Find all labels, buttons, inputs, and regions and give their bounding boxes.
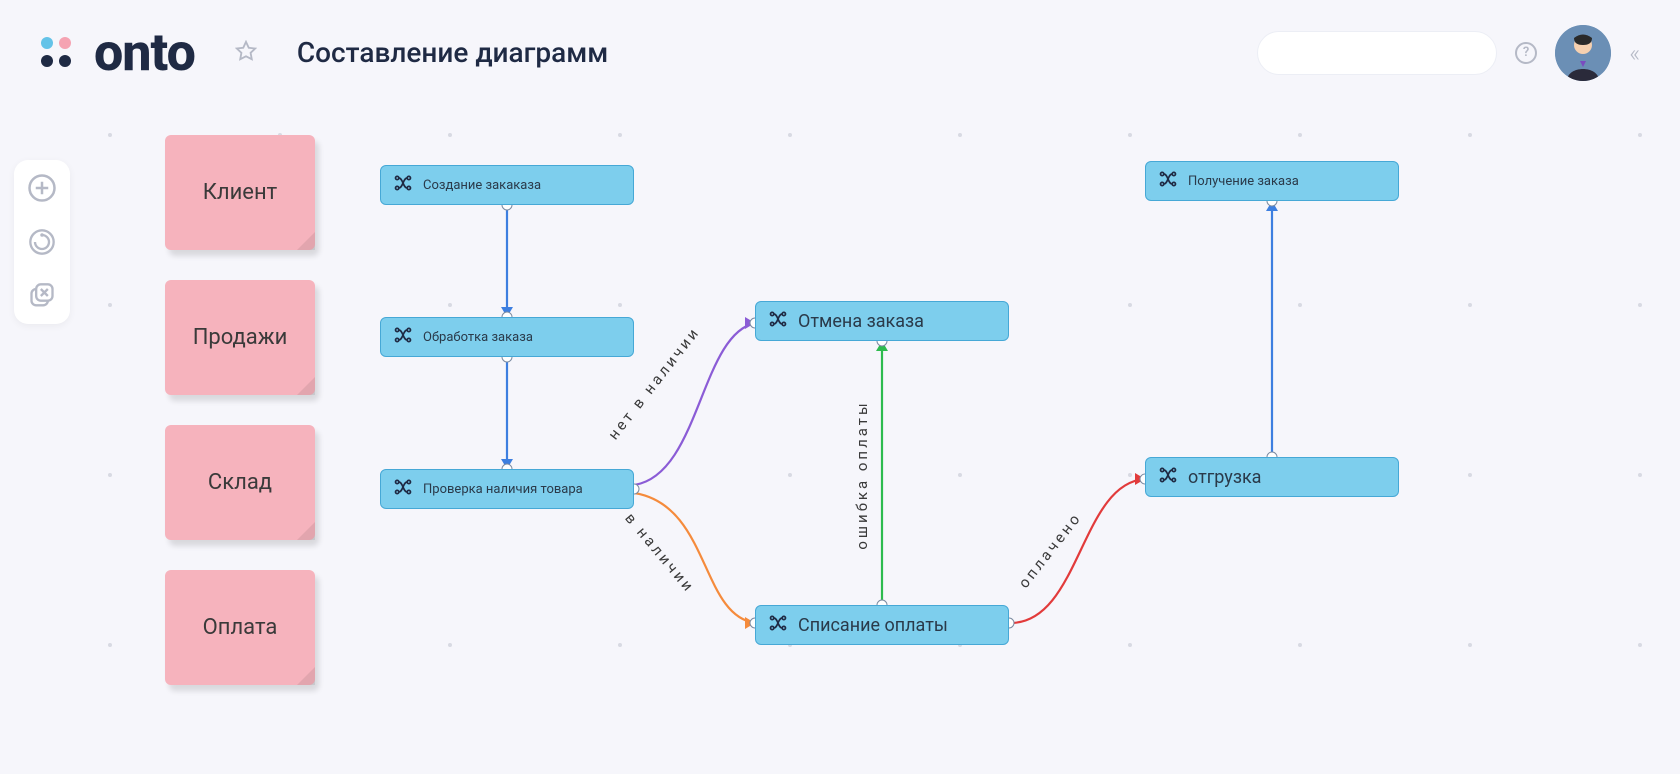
- logo-dots-icon: [40, 35, 76, 71]
- connector-icon: [768, 613, 788, 637]
- sticky-payment[interactable]: Оплата: [165, 570, 315, 685]
- node-label: отгрузка: [1188, 467, 1261, 488]
- node-receive[interactable]: Получение заказа: [1145, 161, 1399, 201]
- connector-icon: [393, 173, 413, 197]
- node-label: Создание закаказа: [423, 178, 541, 193]
- page-title: Составление диаграмм: [297, 36, 608, 69]
- node-cancel[interactable]: Отмена заказа: [755, 301, 1009, 341]
- node-ship[interactable]: отгрузка: [1145, 457, 1399, 497]
- connector-icon: [393, 477, 413, 501]
- sticky-sales[interactable]: Продажи: [165, 280, 315, 395]
- connector-icon: [393, 325, 413, 349]
- node-process[interactable]: Обработка заказа: [380, 317, 634, 357]
- node-label: Списание оплаты: [798, 615, 948, 636]
- header: onto Составление диаграмм ? «: [0, 0, 1680, 105]
- node-create[interactable]: Создание закаказа: [380, 165, 634, 205]
- edge-label: оплачено: [1015, 508, 1085, 591]
- sticky-client[interactable]: Клиент: [165, 135, 315, 250]
- avatar[interactable]: [1555, 25, 1611, 81]
- sticky-label: Продажи: [193, 325, 288, 350]
- edge-label: в наличии: [621, 509, 698, 596]
- sticky-label: Клиент: [203, 180, 278, 205]
- node-label: Получение заказа: [1188, 174, 1299, 189]
- connector-icon: [1158, 169, 1178, 193]
- connector-icon: [768, 309, 788, 333]
- node-writeoff[interactable]: Списание оплаты: [755, 605, 1009, 645]
- sticky-label: Склад: [208, 470, 272, 495]
- search-input[interactable]: [1257, 31, 1497, 75]
- collapse-panel-icon[interactable]: «: [1629, 39, 1640, 67]
- node-label: Обработка заказа: [423, 330, 533, 345]
- node-check[interactable]: Проверка наличия товара: [380, 469, 634, 509]
- connector-icon: [1158, 465, 1178, 489]
- sticky-stock[interactable]: Склад: [165, 425, 315, 540]
- help-icon[interactable]: ?: [1515, 42, 1537, 64]
- node-label: Отмена заказа: [798, 311, 924, 332]
- sticky-label: Оплата: [203, 615, 278, 640]
- node-label: Проверка наличия товара: [423, 482, 583, 497]
- logo-text: onto: [94, 22, 195, 83]
- edge-label: ошибка оплаты: [853, 400, 871, 549]
- favorite-star-icon[interactable]: [235, 40, 257, 66]
- diagram-canvas[interactable]: Клиент Продажи Склад Оплата Создание зак…: [0, 105, 1680, 774]
